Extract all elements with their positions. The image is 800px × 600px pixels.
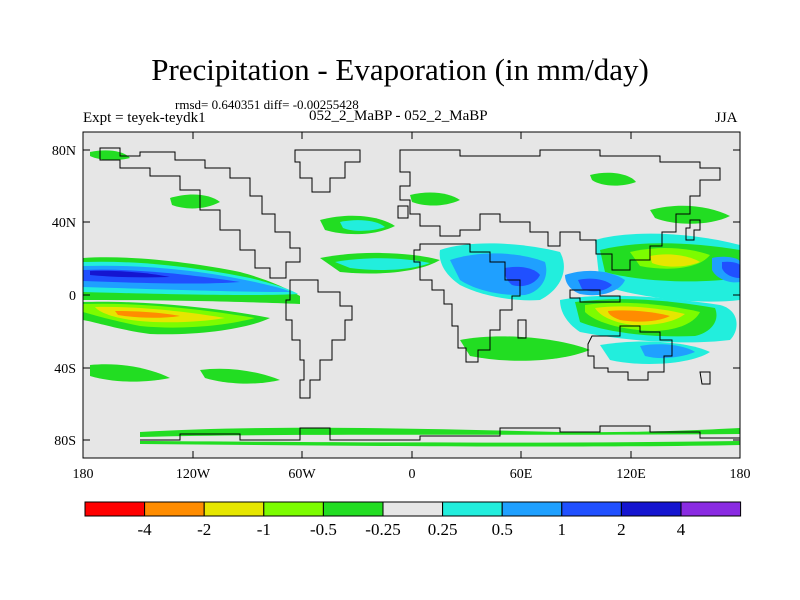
cb-swatch-7: [501, 501, 563, 517]
n-pacific-green-east: [650, 205, 730, 224]
cb-swatch-8: [561, 501, 622, 517]
cb-label-3: -0.5: [310, 520, 337, 539]
africa-darkblue-patch: [504, 266, 540, 287]
africa-outline: [413, 243, 521, 363]
greenland-outline: [294, 149, 361, 193]
indonesia-darkblue-patch: [578, 278, 612, 292]
y-axis-labels: 80N 40N 0 40S 80S: [52, 144, 76, 449]
cb-swatch-2: [203, 501, 265, 517]
season-label: JJA: [715, 110, 738, 126]
n-atlantic-cyan: [340, 220, 385, 231]
cb-swatch-1: [144, 501, 205, 517]
southern-atlantic-green: [460, 336, 590, 361]
y-label-80n: 80N: [52, 144, 76, 159]
cb-label-6: 0.5: [492, 520, 513, 539]
cb-swatch-3: [263, 501, 324, 517]
madagascar-outline: [517, 319, 527, 339]
cb-swatch-9: [620, 501, 682, 517]
siberia-green: [590, 172, 636, 186]
cb-label-0: -4: [138, 520, 153, 539]
x-axis-labels: 180 120W 60W 0 60E 120E 180: [73, 467, 751, 482]
y-label-80s: 80S: [54, 434, 76, 449]
y-label-40s: 40S: [54, 362, 76, 377]
north-america-outline: [99, 147, 301, 279]
antarctica-outline: [140, 425, 740, 441]
southern-ocean-green-2: [200, 368, 280, 384]
atlantic-cyan-band: [335, 258, 430, 271]
x-label-180e: 180: [730, 467, 751, 482]
cb-label-2: -1: [257, 520, 271, 539]
x-label-60e: 60E: [510, 467, 533, 482]
southern-indian-blue: [640, 344, 695, 359]
cb-swatch-6: [442, 501, 503, 517]
cb-swatch-0: [84, 501, 146, 517]
continent-outlines: [99, 147, 740, 441]
cb-swatch-10: [680, 501, 742, 517]
x-label-120e: 120E: [616, 467, 646, 482]
eurasia-outline: [399, 149, 721, 271]
experiment-label: Expt = teyek-teydk1: [83, 110, 206, 126]
colorbar-swatches: [84, 501, 742, 517]
wpac-darkblue-east: [722, 261, 740, 278]
south-america-outline: [285, 279, 353, 399]
cb-label-5: 0.25: [428, 520, 458, 539]
cb-label-9: 4: [677, 520, 686, 539]
cb-label-4: -0.25: [365, 520, 400, 539]
epac-core: [90, 270, 170, 278]
cb-label-1: -2: [197, 520, 211, 539]
cb-label-7: 1: [558, 520, 567, 539]
uk-outline: [397, 205, 409, 219]
n-pacific-green: [170, 194, 220, 209]
rmsd-diff-stats: rmsd= 0.640351 diff= -0.00255428: [175, 97, 359, 112]
x-label-60w: 60W: [288, 467, 316, 482]
indonesia-outline: [569, 289, 621, 303]
spac-orange-core: [115, 311, 180, 318]
japan-outline: [685, 219, 701, 241]
chart-title: Precipitation - Evaporation (in mm/day): [151, 52, 649, 87]
field-contours: [83, 150, 740, 447]
subtitle: 052_2_MaBP - 052_2_MaBP: [309, 108, 488, 124]
axis-ticks: [82, 132, 741, 458]
x-label-120w: 120W: [176, 467, 211, 482]
wpac-yellow-region: [650, 254, 700, 267]
cb-label-8: 2: [617, 520, 626, 539]
n-europe-green: [410, 192, 460, 206]
southern-ocean-green: [90, 364, 170, 382]
x-label-180w: 180: [73, 467, 94, 482]
x-label-0: 0: [409, 467, 416, 482]
cb-swatch-5: [382, 501, 444, 517]
cb-swatch-4: [322, 501, 384, 517]
y-label-0: 0: [69, 289, 76, 304]
colorbar-labels: -4 -2 -1 -0.5 -0.25 0.25 0.5 1 2 4: [138, 520, 686, 539]
map-panel: [82, 131, 741, 459]
sio-orange-core: [608, 310, 670, 322]
nz-outline: [699, 371, 711, 385]
y-label-40n: 40N: [52, 216, 76, 231]
colorbar: -4 -2 -1 -0.5 -0.25 0.25 0.5 1 2 4: [84, 501, 742, 539]
australia-outline: [587, 325, 673, 381]
